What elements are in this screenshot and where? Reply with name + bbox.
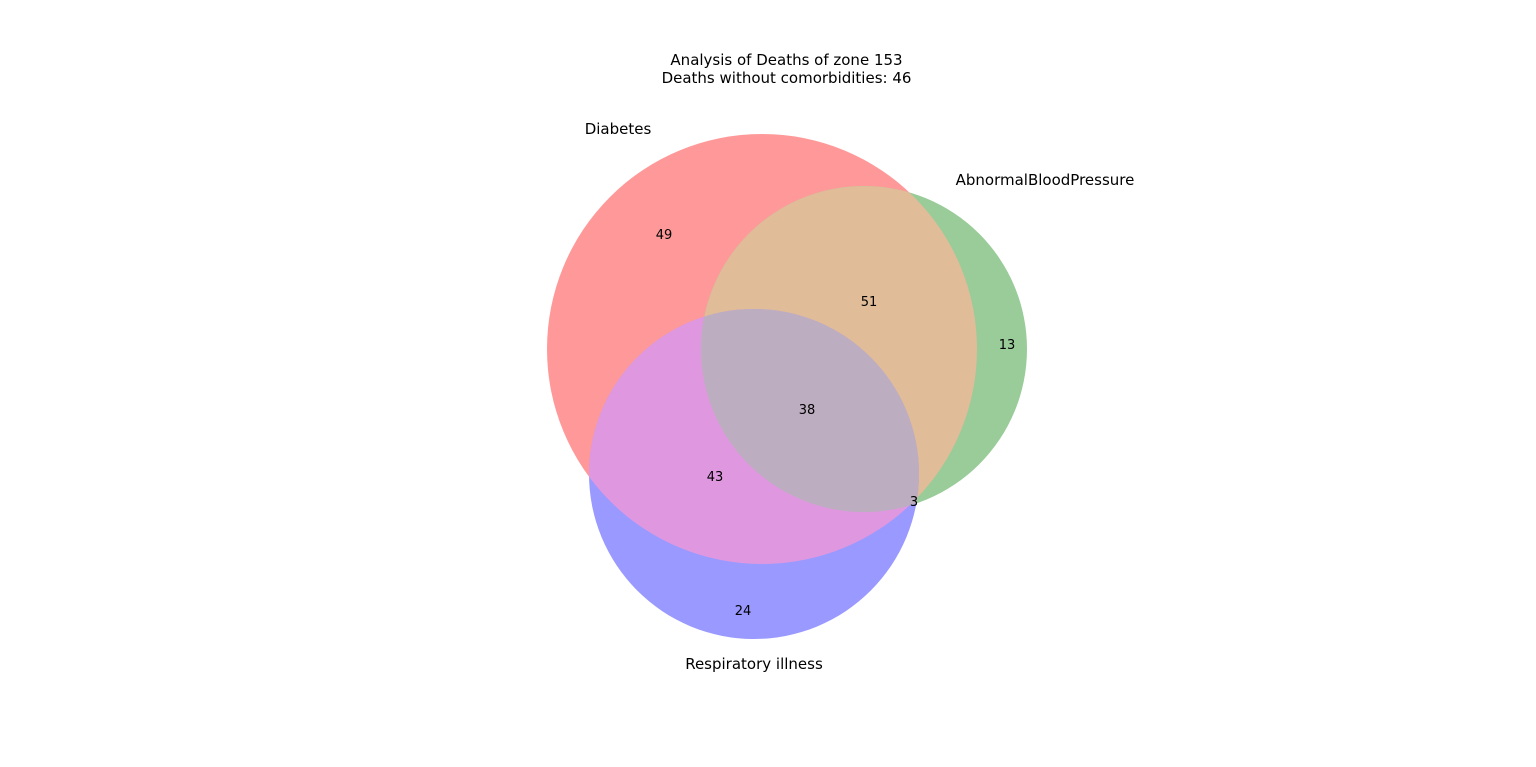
region-respiratory-illness-only: 24 <box>735 604 752 619</box>
region-diabetes-only: 49 <box>656 228 673 243</box>
region-abnormal-blood-pressure-respiratory-illness: 3 <box>910 495 918 510</box>
region-all-three: 38 <box>799 403 816 418</box>
set-label-respiratory-illness: Respiratory illness <box>685 655 823 673</box>
region-diabetes-respiratory-illness: 43 <box>707 470 724 485</box>
chart-subtitle: Deaths without comorbidities: 46 <box>661 69 912 87</box>
chart-title-block: Analysis of Deaths of zone 153 Deaths wi… <box>0 51 1536 87</box>
set-label-abnormal-blood-pressure: AbnormalBloodPressure <box>956 171 1135 189</box>
set-label-diabetes: Diabetes <box>585 120 652 138</box>
region-diabetes-abnormal-blood-pressure: 51 <box>861 295 878 310</box>
region-abnormal-blood-pressure-only: 13 <box>999 338 1016 353</box>
chart-title: Analysis of Deaths of zone 153 <box>670 51 903 69</box>
